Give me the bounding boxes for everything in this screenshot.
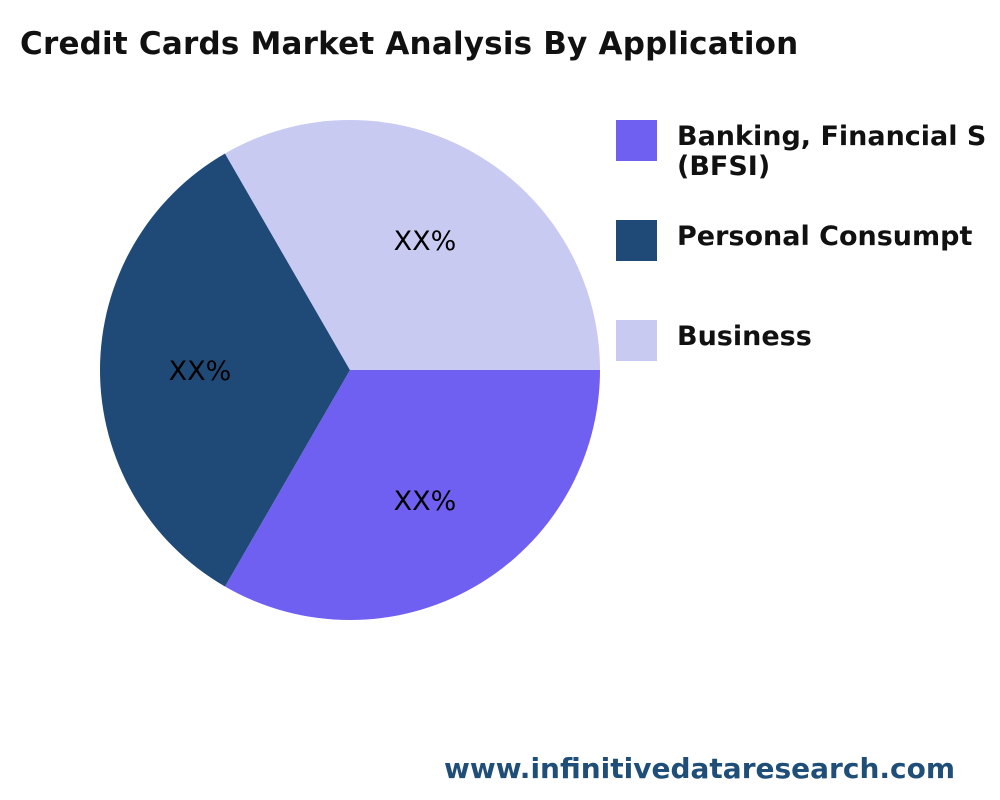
pie-slice: [225, 119, 600, 370]
legend-label-line2: (BFSI): [677, 151, 771, 182]
legend-swatch: [616, 120, 657, 161]
footer-url: www.infinitivedataresearch.com: [444, 752, 956, 785]
slice-label: XX%: [394, 486, 457, 517]
legend-swatch: [616, 320, 657, 361]
chart-title: Credit Cards Market Analysis By Applicat…: [20, 26, 799, 62]
legend-label: Personal Consumpt: [677, 221, 973, 252]
legend-label: Banking, Financial S: [677, 121, 987, 152]
legend-swatch: [616, 220, 657, 261]
slice-label: XX%: [169, 356, 232, 387]
pie-slice: [225, 370, 600, 620]
legend-label: Business: [677, 321, 812, 352]
slice-label: XX%: [394, 226, 457, 257]
